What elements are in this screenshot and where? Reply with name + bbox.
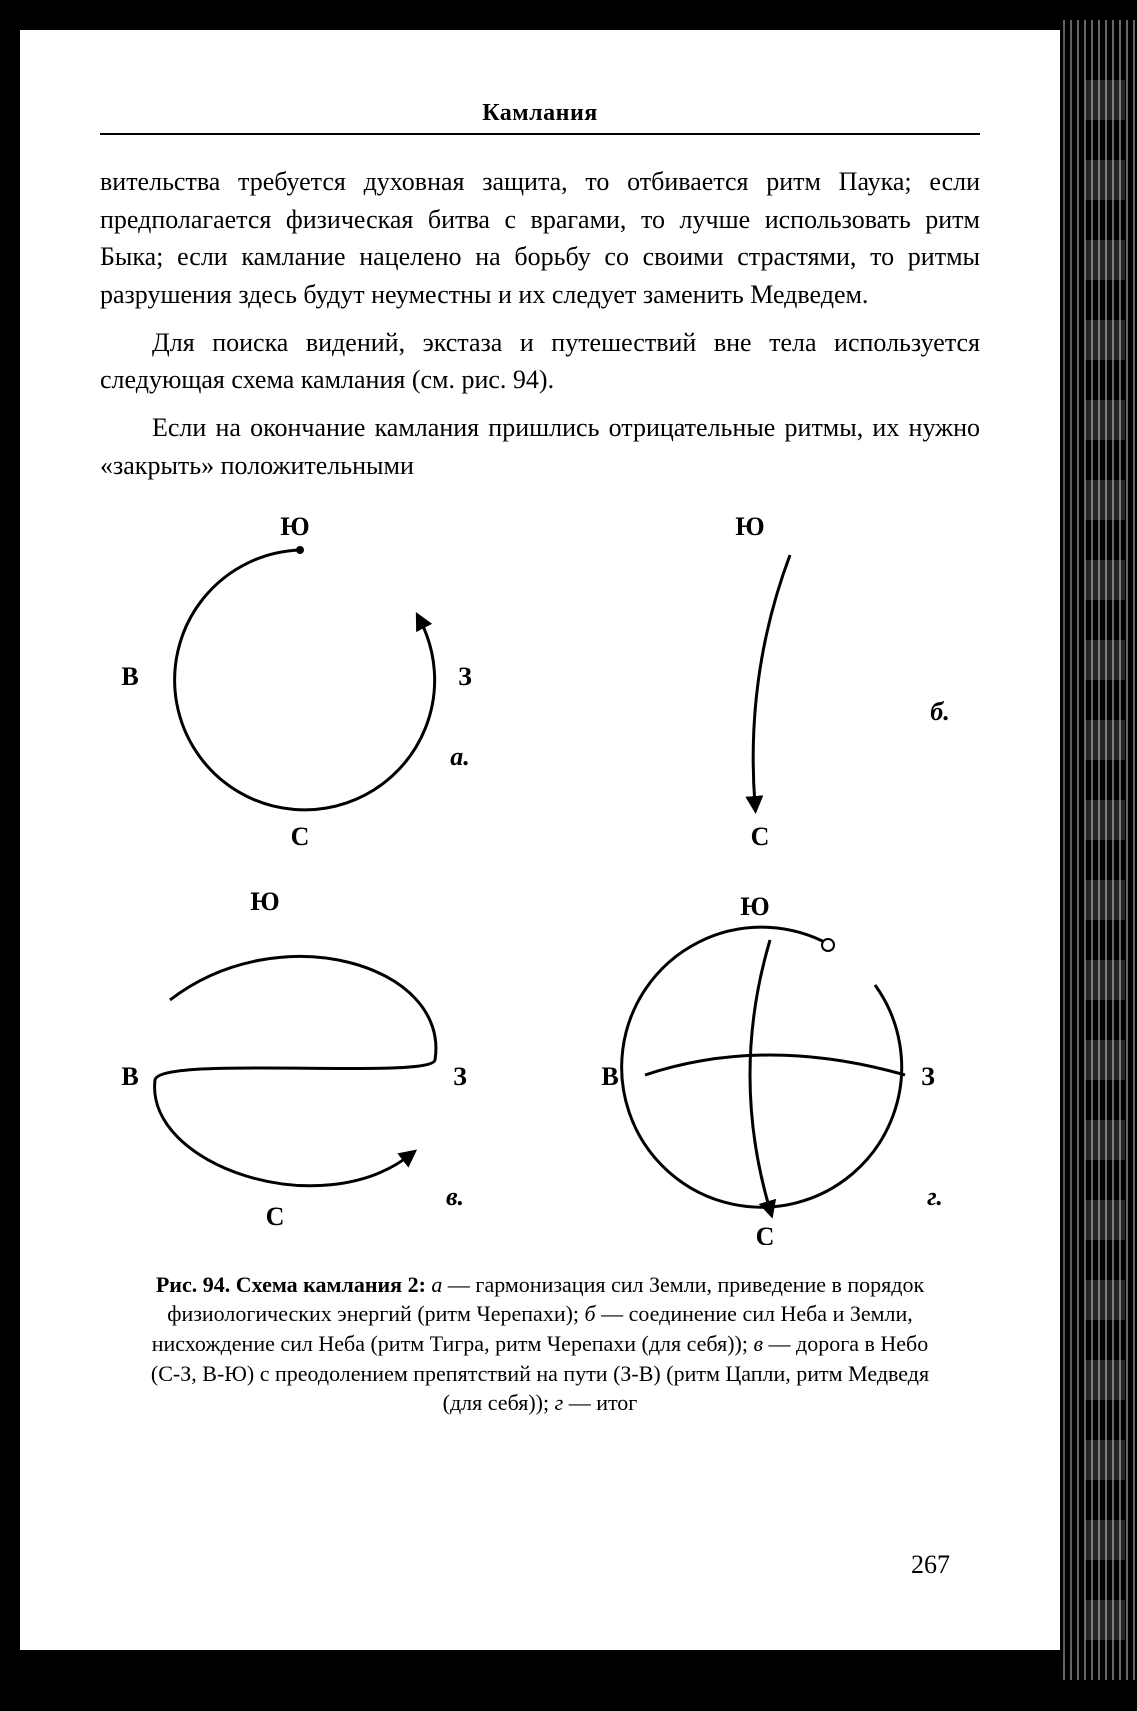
node-g: [822, 939, 834, 951]
panel-b: Ю С б.: [735, 512, 949, 851]
book-edge-texture: [1085, 80, 1125, 1640]
caption-b-lbl: б: [585, 1301, 596, 1326]
page-content: Камлания вительства требуется духовная з…: [100, 100, 980, 1418]
label-north-g: Ю: [740, 892, 769, 921]
page-scan: Камлания вительства требуется духовная з…: [20, 30, 1060, 1650]
paragraph-3: Если на окончание камлания пришлись отри…: [100, 409, 980, 484]
label-north-v: Ю: [250, 887, 279, 916]
label-south-g: С: [756, 1222, 775, 1245]
label-north-a: Ю: [280, 512, 309, 541]
cross-horizontal-g: [645, 1055, 905, 1075]
page-header: Камлания: [100, 100, 980, 135]
caption-lead: Рис. 94. Схема камлания 2:: [156, 1272, 432, 1297]
panel-label-g: г.: [927, 1182, 943, 1211]
caption-v-lbl: в: [753, 1331, 763, 1356]
label-south-v: С: [266, 1202, 285, 1231]
label-west-a: В: [121, 662, 138, 691]
caption-g-txt: — итог: [563, 1390, 637, 1415]
label-north-b: Ю: [735, 512, 764, 541]
page-number: 267: [911, 1550, 950, 1580]
caption-a-lbl: а: [431, 1272, 442, 1297]
panel-a: Ю В З С а.: [121, 512, 472, 851]
paragraph-2: Для поиска видений, экстаза и путешестви…: [100, 324, 980, 399]
panel-g: Ю В З С г.: [601, 892, 943, 1245]
curve-b: [753, 555, 790, 805]
figure-94: Ю В З С а. Ю С б. Ю В З С в.: [100, 505, 980, 1245]
curve-v: [155, 956, 436, 1185]
label-south-a: С: [291, 822, 310, 851]
start-dot-a: [296, 546, 304, 554]
caption-g-lbl: г: [555, 1390, 564, 1415]
label-east-g: З: [921, 1062, 935, 1091]
panel-label-v: в.: [446, 1182, 464, 1211]
paragraph-1: вительства требуется духовная защита, то…: [100, 163, 980, 314]
cross-vertical-g: [750, 940, 770, 1210]
label-east-a: З: [458, 662, 472, 691]
label-west-g: В: [601, 1062, 618, 1091]
label-south-b: С: [751, 822, 770, 851]
panel-label-b: б.: [930, 697, 949, 726]
label-east-v: З: [453, 1062, 467, 1091]
curve-a: [175, 550, 435, 810]
figure-caption: Рис. 94. Схема камлания 2: а — гармониза…: [140, 1270, 940, 1418]
book-edge: [1060, 20, 1137, 1680]
panel-label-a: а.: [450, 742, 470, 771]
panel-v: Ю В З С в.: [121, 887, 467, 1231]
label-west-v: В: [121, 1062, 138, 1091]
